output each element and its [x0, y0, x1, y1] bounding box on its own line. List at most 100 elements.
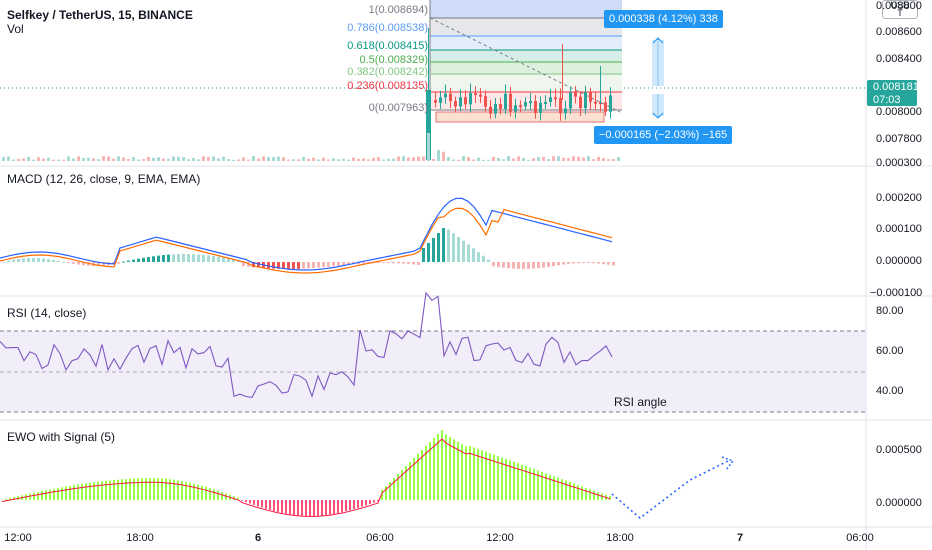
macd-bar — [122, 261, 125, 263]
fib-label: 0.786(0.008538) — [347, 22, 428, 34]
macd-tick: 0.000000 — [876, 255, 922, 267]
volume-bar — [282, 157, 285, 161]
measure-down-label[interactable]: −0.000165 (−2.03%) −165 — [594, 126, 733, 144]
volume-bar — [287, 159, 290, 161]
volume-bar — [452, 159, 455, 161]
fib-label: 0.382(0.008242) — [347, 66, 428, 78]
range-box[interactable] — [435, 111, 605, 123]
macd-bar — [272, 262, 275, 269]
fib-retracement[interactable] — [429, 0, 622, 113]
volume-bar — [372, 157, 375, 161]
volume-bar — [72, 158, 75, 161]
candle — [594, 101, 597, 104]
macd-bar — [72, 262, 75, 264]
volume-bar — [422, 156, 425, 161]
volume-bar — [217, 158, 220, 161]
macd-bar — [182, 254, 185, 262]
volume-bar — [97, 159, 100, 161]
candle — [604, 102, 607, 112]
macd-bar — [267, 262, 270, 269]
volume-bar — [92, 158, 95, 161]
rsi-tick: 40.00 — [876, 385, 904, 397]
volume-bar — [212, 156, 215, 161]
currency-badge[interactable]: USD T — [882, 0, 918, 19]
volume-bar — [262, 156, 265, 161]
volume-bar — [567, 158, 570, 161]
price-pane[interactable] — [0, 0, 866, 161]
macd-line — [0, 197, 613, 271]
measure-up-label[interactable]: 0.000338 (4.12%) 338 — [604, 10, 723, 28]
macd-bar — [27, 258, 30, 262]
candle — [449, 93, 452, 102]
macd-bar — [557, 262, 560, 266]
macd-tick: 0.000100 — [876, 223, 922, 235]
volume-bar — [207, 157, 210, 161]
volume-bar — [487, 159, 490, 161]
volume-bar — [542, 156, 545, 161]
volume-bar — [402, 156, 405, 161]
time-label: 6 — [254, 532, 262, 544]
ewo-title[interactable]: EWO with Signal (5) — [7, 430, 116, 444]
volume-bar — [502, 159, 505, 161]
candle — [474, 93, 477, 96]
volume-bar — [532, 158, 535, 161]
volume-bar — [572, 156, 575, 161]
volume-bar — [492, 156, 495, 161]
last-price-tag — [867, 80, 917, 106]
volume-bar — [77, 156, 80, 161]
ewo-pane[interactable] — [1, 430, 735, 520]
macd-bar — [7, 260, 10, 262]
volume-bar — [612, 158, 615, 161]
macd-bar — [252, 262, 255, 268]
macd-bar — [502, 262, 505, 268]
macd-bar — [357, 262, 360, 264]
rsi-line — [0, 291, 613, 399]
macd-bar — [127, 260, 130, 262]
macd-title[interactable]: MACD (12, 26, close, 9, EMA, EMA) — [7, 172, 201, 186]
arrow-head-icon — [652, 37, 664, 44]
macd-bar — [497, 262, 500, 268]
macd-bar — [362, 262, 365, 264]
volume-bar — [557, 156, 560, 161]
macd-bar — [52, 259, 55, 262]
volume-label[interactable]: Vol — [7, 22, 24, 36]
rsi-pane[interactable] — [0, 291, 866, 413]
volume-bar — [547, 159, 550, 161]
macd-histogram — [2, 228, 615, 269]
volume-bar — [527, 159, 530, 161]
volume-bar — [357, 158, 360, 161]
volume-bar — [497, 157, 500, 161]
macd-bar — [522, 262, 525, 269]
volume-bar — [62, 159, 65, 161]
macd-bar — [232, 259, 235, 262]
volume-bar — [137, 159, 140, 161]
rsi-title[interactable]: RSI (14, close) — [7, 306, 87, 320]
candlesticks[interactable] — [426, 28, 612, 160]
volume-bar — [332, 158, 335, 161]
candle — [524, 101, 527, 107]
candle — [504, 93, 507, 110]
volume-bar — [82, 157, 85, 161]
rsi-annotation[interactable]: RSI angle — [614, 395, 667, 409]
macd-bar — [97, 262, 100, 266]
macd-pane[interactable] — [0, 197, 615, 274]
volume-bar — [507, 156, 510, 161]
candle — [554, 97, 557, 100]
candle — [444, 93, 447, 98]
macd-bar — [432, 238, 435, 262]
macd-bar — [467, 244, 470, 262]
fib-zone — [430, 0, 622, 18]
volume-bar — [412, 157, 415, 161]
volume-bar — [117, 156, 120, 161]
macd-bar — [322, 262, 325, 268]
candle — [459, 97, 462, 107]
candle — [529, 101, 532, 104]
macd-bar — [512, 262, 515, 269]
symbol-title[interactable]: Selfkey / TetherUS, 15, BINANCE — [7, 8, 193, 22]
candle — [569, 92, 572, 109]
macd-bar — [47, 259, 50, 262]
volume-bar — [432, 159, 435, 161]
projection-path[interactable] — [611, 459, 731, 520]
macd-bar — [177, 254, 180, 262]
